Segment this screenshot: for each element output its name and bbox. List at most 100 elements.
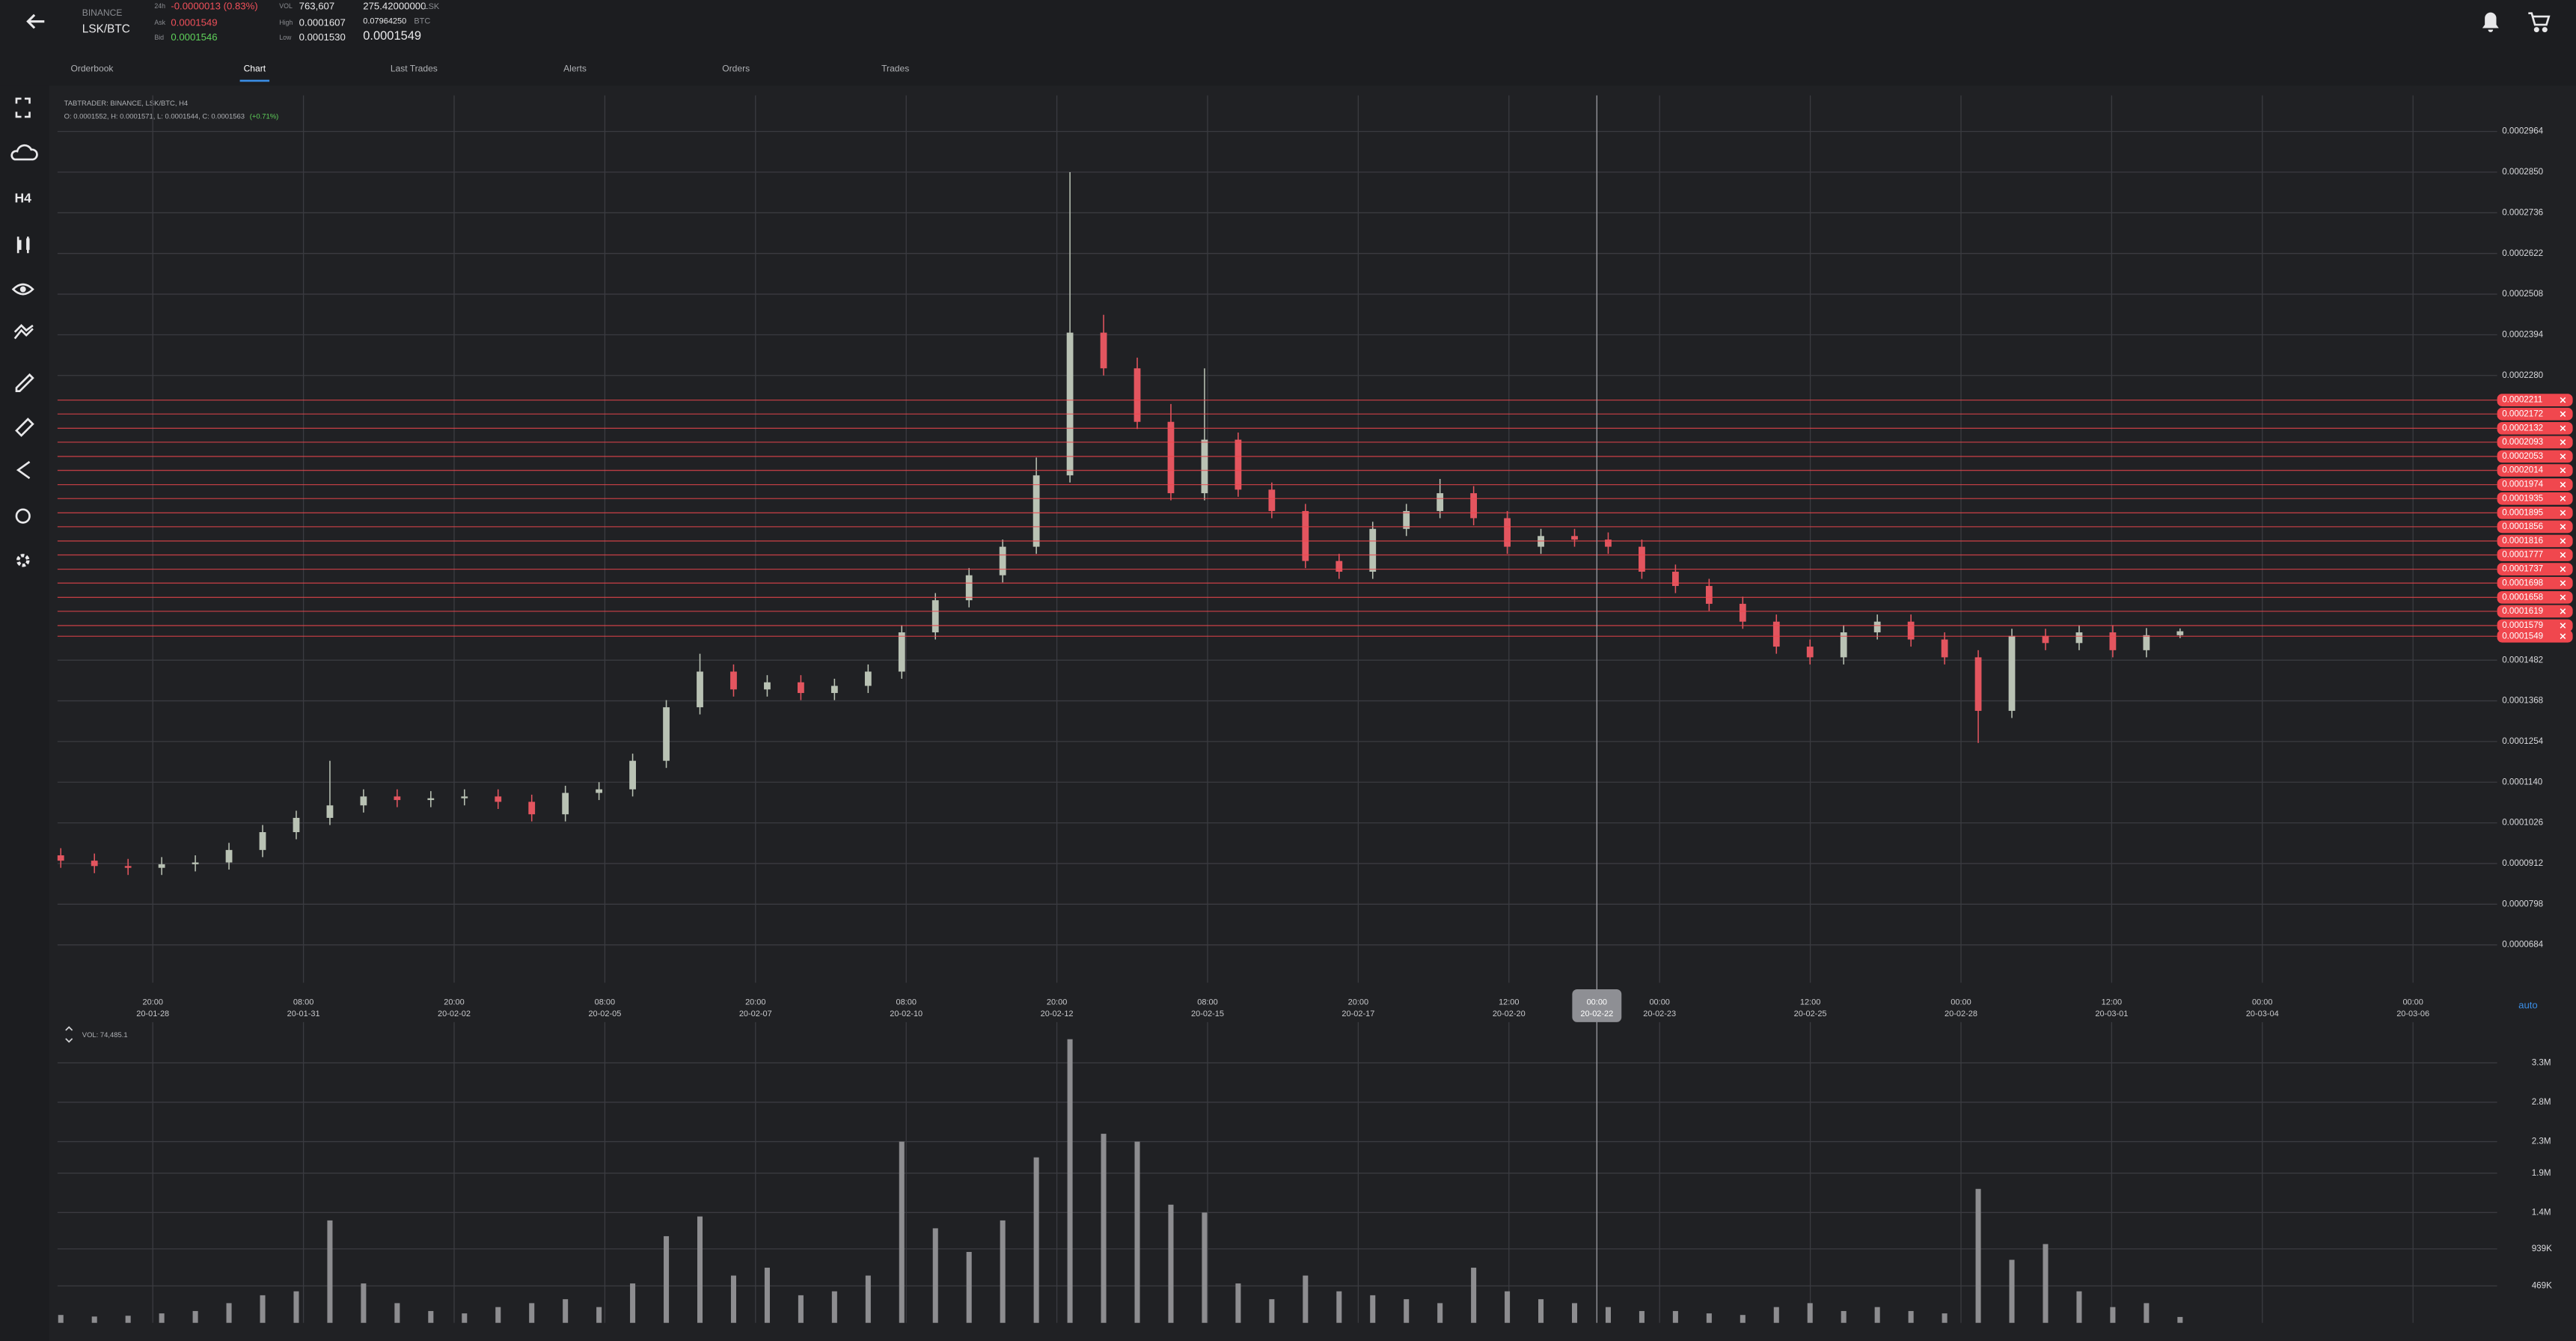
candle-body	[427, 798, 435, 801]
tab[interactable]: Chart	[244, 64, 266, 74]
order-cancel-icon[interactable]	[2560, 467, 2566, 474]
scale-mode[interactable]: auto	[2518, 999, 2538, 1010]
indicators-icon[interactable]	[13, 324, 34, 340]
order-cancel-icon[interactable]	[2560, 524, 2566, 530]
volume-bar	[159, 1313, 165, 1323]
cloud-icon[interactable]	[10, 144, 38, 161]
candle-body	[2143, 635, 2150, 650]
volume-bar	[1168, 1204, 1174, 1323]
candle-body	[798, 682, 804, 694]
x-tick-label: 00:00	[1951, 998, 1971, 1006]
volume-bar	[1404, 1299, 1410, 1323]
help-icon[interactable]	[15, 508, 31, 524]
ruler-icon[interactable]	[15, 418, 34, 437]
volume-bar	[1841, 1310, 1847, 1323]
candle-body	[1437, 493, 1444, 511]
order-cancel-icon[interactable]	[2560, 633, 2566, 640]
y-tick-label: 0.0001254	[2502, 736, 2543, 746]
order-cancel-icon[interactable]	[2560, 552, 2566, 558]
candle-body	[1941, 639, 1948, 658]
order-cancel-icon[interactable]	[2560, 580, 2566, 587]
order-label: 0.0001974	[2502, 480, 2543, 489]
y-tick-label: 0.0002622	[2502, 248, 2543, 258]
collapse-icon[interactable]	[65, 1026, 73, 1043]
tab[interactable]: Orders	[722, 64, 750, 74]
volume-bar	[1303, 1275, 1309, 1323]
value: 0.0001546	[171, 31, 217, 43]
tab[interactable]: Last Trades	[391, 64, 438, 74]
candle-body	[1302, 510, 1309, 561]
volume-bar	[2144, 1303, 2150, 1323]
volume-bar	[966, 1251, 972, 1323]
order-cancel-icon[interactable]	[2560, 397, 2566, 403]
label: 24h	[154, 2, 165, 10]
ohlc-info: O: 0.0001552, H: 0.0001571, L: 0.0001544…	[64, 113, 245, 121]
visibility-icon[interactable]	[11, 283, 34, 296]
volume-bar	[2110, 1307, 2116, 1323]
volume-bar	[899, 1141, 905, 1323]
label: Bid	[154, 34, 164, 41]
alerts-icon[interactable]	[2482, 12, 2499, 32]
timeframe-button[interactable]: H4	[15, 190, 32, 205]
volume-bar	[1605, 1307, 1611, 1323]
unit: BTC	[414, 17, 430, 26]
y-tick-label: 0.0002280	[2502, 370, 2543, 380]
candle-body	[1873, 621, 1881, 633]
order-label: 0.0001777	[2502, 550, 2543, 560]
order-cancel-icon[interactable]	[2560, 425, 2566, 432]
tab[interactable]: Orderbook	[70, 64, 114, 74]
cart-icon[interactable]	[2528, 12, 2551, 33]
x-tick-label: 12:00	[1499, 998, 1519, 1006]
candle-body	[931, 600, 939, 633]
order-label: 0.0001619	[2502, 606, 2543, 616]
order-label: 0.0001737	[2502, 564, 2543, 574]
candle-body	[1571, 536, 1578, 540]
draw-icon[interactable]	[15, 373, 34, 393]
tab[interactable]: Trades	[881, 64, 909, 74]
order-cancel-icon[interactable]	[2560, 481, 2566, 488]
order-cancel-icon[interactable]	[2560, 538, 2566, 544]
order-cancel-icon[interactable]	[2560, 439, 2566, 445]
candle-body	[1639, 546, 1645, 572]
volume-bar	[2177, 1316, 2183, 1323]
order-cancel-icon[interactable]	[2560, 566, 2566, 572]
share-icon[interactable]	[16, 461, 31, 480]
order-cancel-icon[interactable]	[2560, 411, 2566, 418]
order-label-box	[2497, 629, 2573, 643]
order-label: 0.0002014	[2502, 465, 2543, 475]
order-cancel-icon[interactable]	[2560, 495, 2566, 502]
candle-body	[259, 832, 266, 850]
x-tick-label: 08:00	[1197, 998, 1217, 1006]
tab[interactable]: Alerts	[563, 64, 587, 74]
x-tick-label: 20-02-12	[1041, 1009, 1074, 1018]
order-label-box	[2497, 464, 2573, 477]
order-cancel-icon[interactable]	[2560, 623, 2566, 629]
order-cancel-icon[interactable]	[2560, 453, 2566, 459]
order-cancel-icon[interactable]	[2560, 594, 2566, 601]
x-tick-label: 20-02-05	[588, 1009, 621, 1018]
candle-body	[629, 760, 636, 789]
volume-bar	[1471, 1268, 1477, 1323]
fullscreen-icon[interactable]	[15, 97, 31, 118]
top-bar	[0, 0, 2576, 86]
y-tick-label: 3.3M	[2532, 1057, 2551, 1067]
order-cancel-icon[interactable]	[2560, 510, 2566, 516]
order-cancel-icon[interactable]	[2560, 608, 2566, 614]
order-label: 0.0002211	[2502, 395, 2542, 405]
value: -0.0000013 (0.83%)	[171, 0, 257, 11]
y-tick-label: 1.4M	[2532, 1207, 2551, 1217]
order-label: 0.0002132	[2502, 423, 2543, 433]
settings-icon[interactable]	[16, 554, 30, 567]
y-tick-label: 2.8M	[2532, 1097, 2551, 1107]
unit: LSK	[424, 2, 440, 11]
order-label: 0.0001856	[2502, 522, 2543, 531]
volume-bar	[260, 1295, 266, 1323]
volume-bar	[1807, 1303, 1813, 1323]
volume-bar	[1235, 1283, 1241, 1323]
candle-body	[1235, 439, 1242, 490]
back-button[interactable]	[26, 13, 45, 29]
volume-bar	[1639, 1310, 1645, 1323]
y-tick-label: 0.0000912	[2502, 858, 2543, 868]
